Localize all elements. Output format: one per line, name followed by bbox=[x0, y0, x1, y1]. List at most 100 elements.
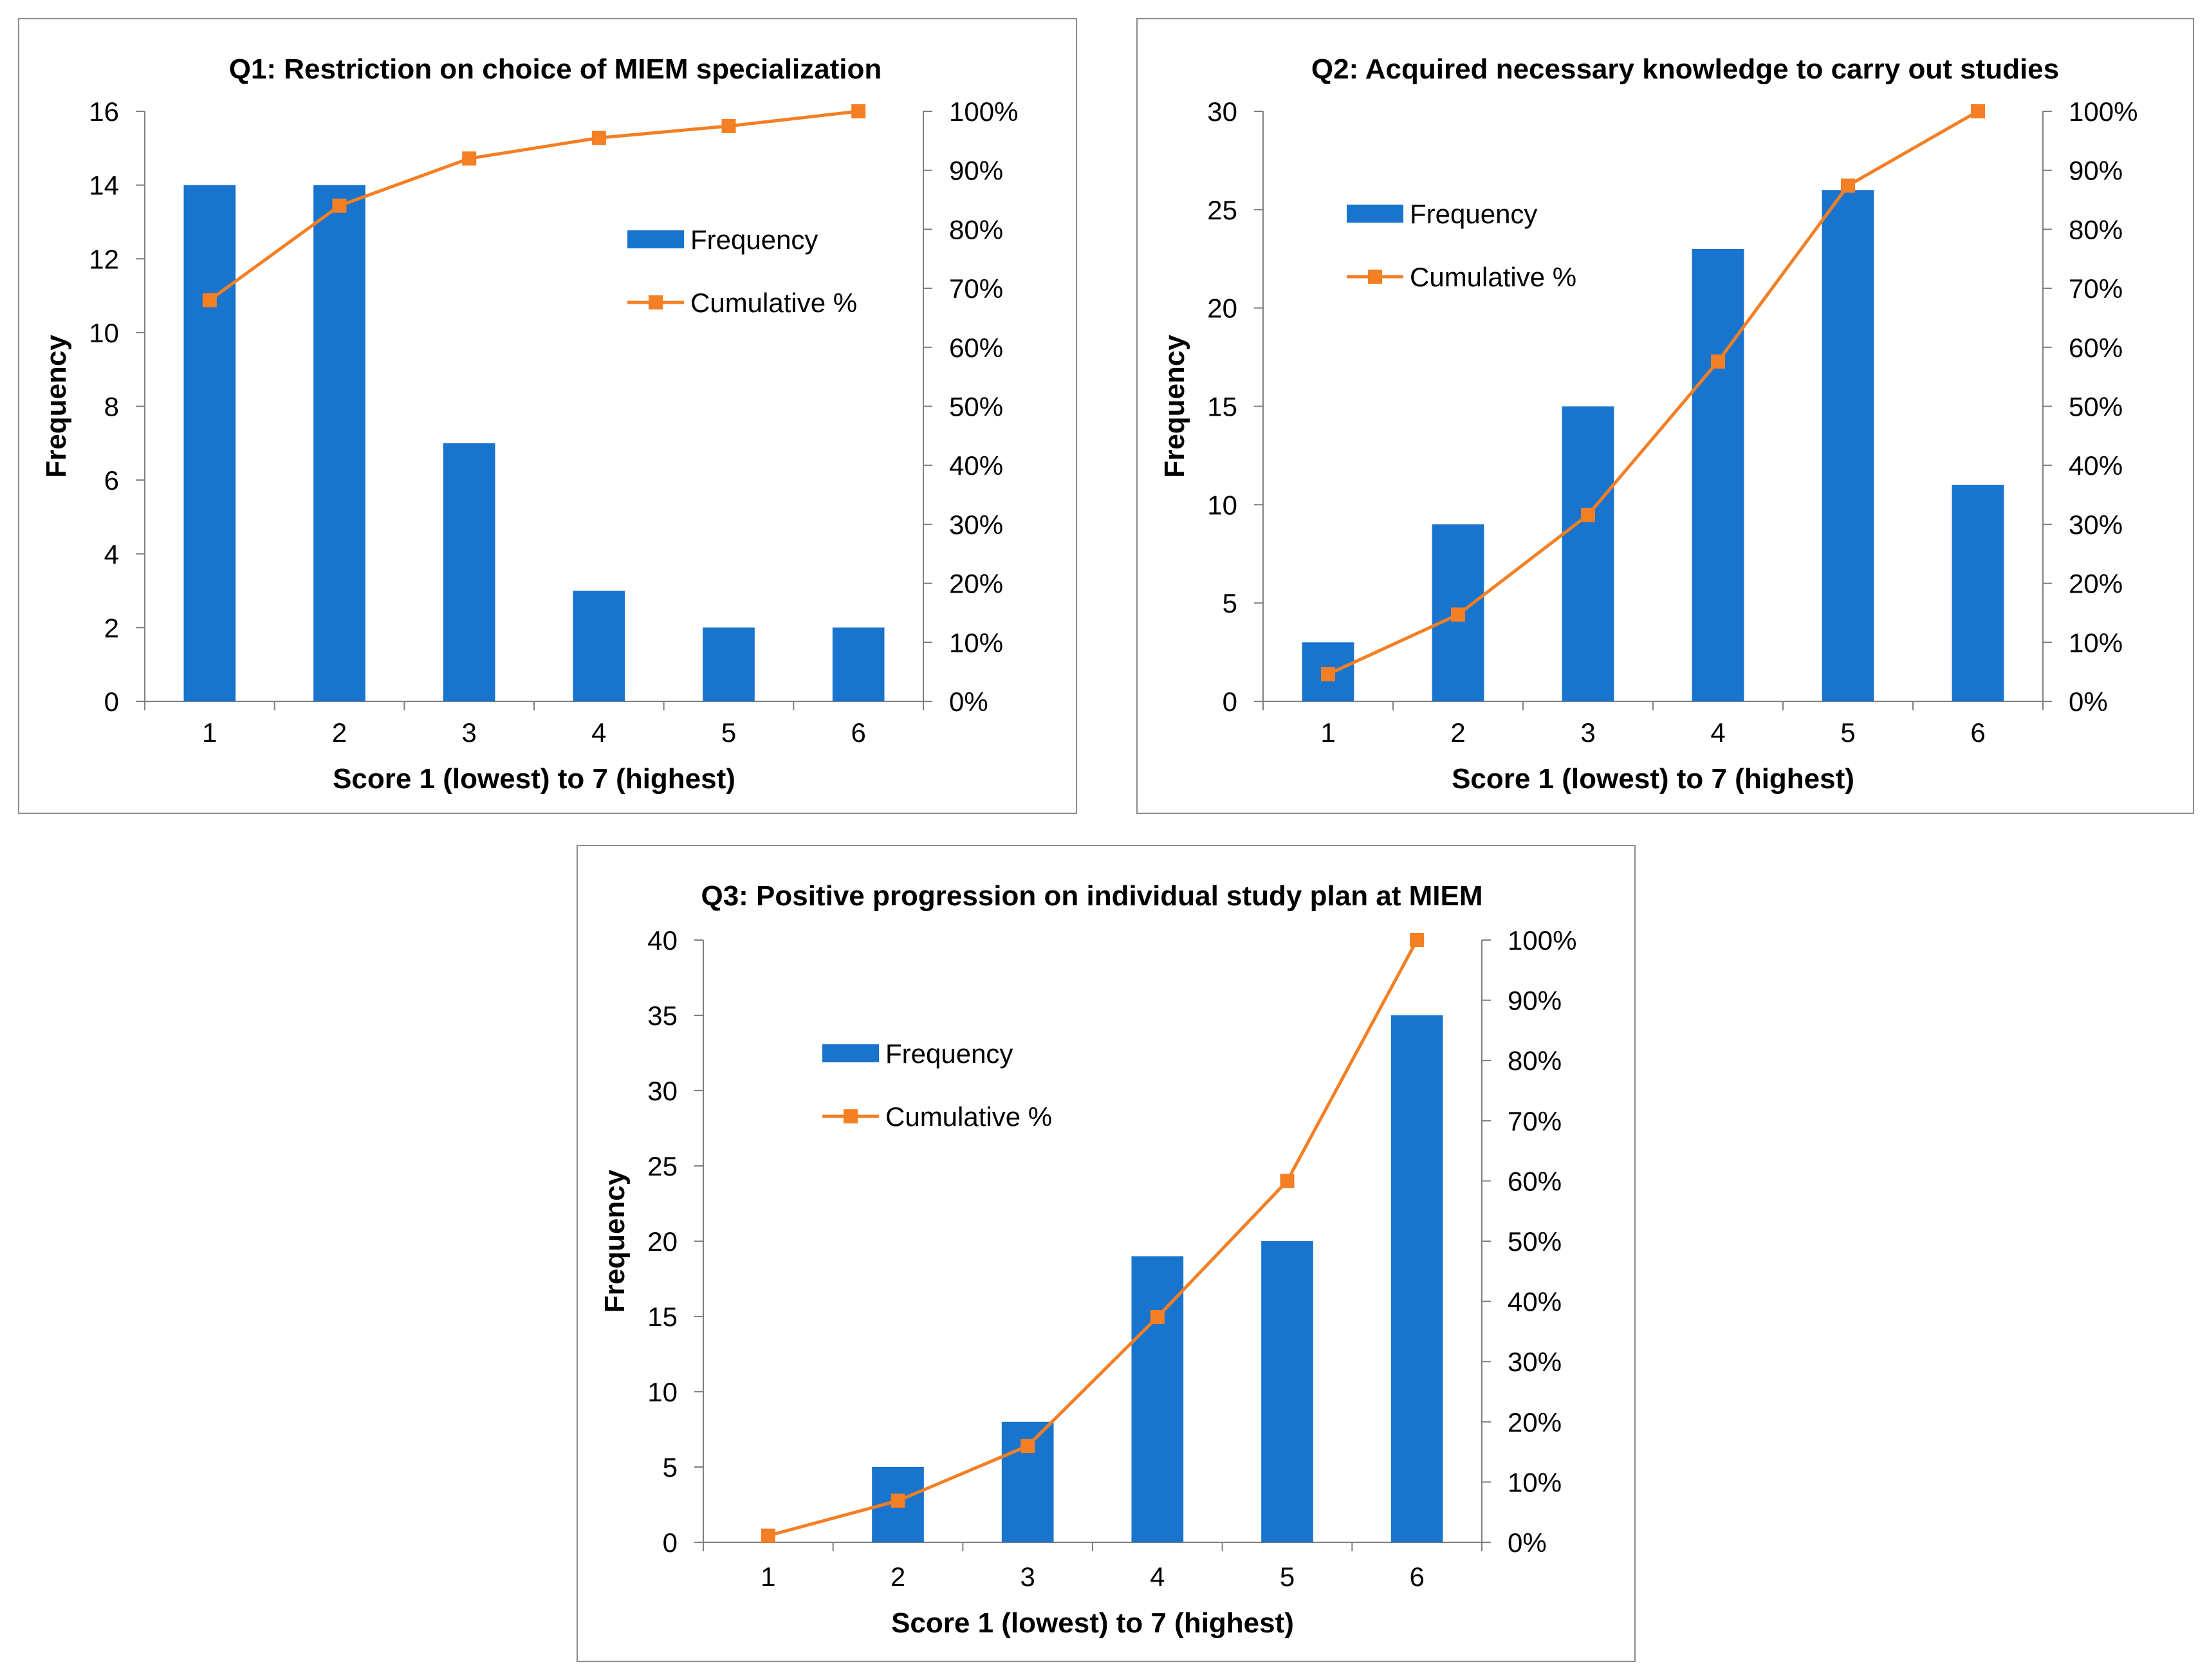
y2-tick-label: 30% bbox=[949, 510, 1003, 540]
y-tick-label: 6 bbox=[104, 465, 119, 495]
y-tick-label: 10 bbox=[89, 318, 119, 348]
x-tick-label: 3 bbox=[1580, 717, 1595, 748]
y2-tick-label: 90% bbox=[949, 156, 1003, 186]
cumulative-point bbox=[721, 118, 736, 133]
x-tick-label: 1 bbox=[1320, 717, 1335, 748]
legend-cumulative-marker bbox=[649, 295, 663, 309]
chart-q3: Q3: Positive progression on individual s… bbox=[599, 880, 1576, 1639]
y2-tick-label: 40% bbox=[1508, 1287, 1562, 1317]
bar bbox=[313, 185, 365, 701]
legend-frequency-label: Frequency bbox=[690, 225, 818, 255]
chart-panel-q2: Q2: Acquired necessary knowledge to carr… bbox=[1136, 18, 2194, 814]
chart-panel-q3: Q3: Positive progression on individual s… bbox=[577, 845, 1636, 1662]
y-tick-label: 12 bbox=[89, 244, 119, 274]
x-axis-title: Score 1 (lowest) to 7 (highest) bbox=[1452, 763, 1854, 795]
x-tick-label: 6 bbox=[1970, 717, 1985, 748]
legend-frequency-label: Frequency bbox=[1410, 199, 1537, 229]
y2-tick-label: 100% bbox=[2069, 97, 2138, 127]
y2-tick-label: 0% bbox=[2069, 687, 2108, 717]
legend-cumulative-label: Cumulative % bbox=[885, 1102, 1052, 1132]
x-tick-label: 5 bbox=[721, 717, 736, 748]
x-tick-label: 3 bbox=[1020, 1562, 1035, 1592]
y-tick-label: 16 bbox=[89, 97, 119, 127]
x-tick-label: 5 bbox=[1840, 717, 1855, 748]
y2-tick-label: 80% bbox=[1508, 1046, 1562, 1076]
x-tick-label: 1 bbox=[202, 717, 217, 748]
y-tick-label: 14 bbox=[89, 171, 119, 201]
cumulative-point bbox=[1451, 607, 1465, 622]
x-tick-label: 2 bbox=[891, 1562, 905, 1592]
cumulative-point bbox=[1280, 1174, 1295, 1188]
bar bbox=[443, 443, 495, 701]
cumulative-point bbox=[1321, 667, 1335, 681]
x-axis-title: Score 1 (lowest) to 7 (highest) bbox=[333, 763, 735, 795]
chart-2-content: Q2: Acquired necessary knowledge to carr… bbox=[1159, 53, 2138, 795]
y-tick-label: 40 bbox=[647, 925, 678, 955]
y-tick-label: 15 bbox=[1207, 392, 1237, 422]
bar bbox=[703, 627, 755, 701]
cumulative-point bbox=[202, 293, 217, 308]
cumulative-point bbox=[891, 1493, 905, 1508]
cumulative-point bbox=[851, 104, 866, 118]
y-tick-label: 0 bbox=[104, 687, 119, 717]
cumulative-point bbox=[591, 131, 606, 145]
y-tick-label: 5 bbox=[1223, 588, 1237, 618]
y-tick-label: 30 bbox=[647, 1076, 678, 1106]
x-tick-label: 4 bbox=[1150, 1562, 1165, 1592]
cumulative-point bbox=[1410, 933, 1425, 947]
chart-title: Q2: Acquired necessary knowledge to carr… bbox=[1311, 53, 2059, 85]
y2-tick-label: 50% bbox=[1508, 1226, 1562, 1257]
y2-tick-label: 80% bbox=[949, 214, 1003, 245]
y-tick-label: 10 bbox=[647, 1377, 678, 1407]
y2-tick-label: 100% bbox=[1508, 925, 1576, 955]
y2-tick-label: 0% bbox=[1508, 1528, 1547, 1558]
y2-tick-label: 90% bbox=[1508, 986, 1562, 1016]
cumulative-point bbox=[1711, 354, 1725, 369]
bar bbox=[573, 591, 625, 701]
cumulative-point bbox=[1581, 508, 1595, 522]
y-tick-label: 0 bbox=[663, 1528, 678, 1558]
chart-q1: Q1: Restriction on choice of MIEM specia… bbox=[41, 53, 1018, 795]
legend-cumulative-marker bbox=[844, 1109, 858, 1123]
chart-q2: Q2: Acquired necessary knowledge to carr… bbox=[1159, 53, 2138, 795]
y-tick-label: 20 bbox=[1207, 293, 1237, 324]
bar bbox=[183, 185, 236, 701]
y2-tick-label: 30% bbox=[1508, 1347, 1562, 1377]
legend: Frequency Cumulative % bbox=[1347, 199, 1576, 292]
y-tick-label: 25 bbox=[1207, 195, 1237, 225]
bar bbox=[1822, 190, 1874, 701]
legend: Frequency Cumulative % bbox=[627, 225, 857, 318]
legend-frequency-label: Frequency bbox=[885, 1038, 1013, 1069]
y2-tick-label: 100% bbox=[949, 97, 1018, 127]
y-tick-label: 8 bbox=[104, 392, 119, 422]
cumulative-point bbox=[1841, 178, 1855, 193]
x-tick-label: 2 bbox=[332, 717, 347, 748]
y2-tick-label: 70% bbox=[2069, 273, 2123, 304]
y2-tick-label: 20% bbox=[2069, 569, 2123, 599]
x-tick-label: 6 bbox=[1409, 1562, 1424, 1592]
x-tick-label: 6 bbox=[851, 717, 865, 748]
legend: Frequency Cumulative % bbox=[822, 1038, 1052, 1132]
chart-title: Q1: Restriction on choice of MIEM specia… bbox=[229, 53, 882, 85]
bar bbox=[1562, 406, 1614, 701]
legend-cumulative-label: Cumulative % bbox=[1410, 262, 1576, 292]
cumulative-line bbox=[768, 939, 1419, 1538]
chart-panel-q1: Q1: Restriction on choice of MIEM specia… bbox=[18, 18, 1077, 814]
y2-tick-label: 40% bbox=[2069, 450, 2123, 481]
legend-frequency-swatch bbox=[627, 230, 684, 248]
y2-tick-label: 60% bbox=[949, 333, 1003, 363]
legend-frequency-swatch bbox=[822, 1044, 879, 1062]
y2-tick-label: 60% bbox=[2069, 333, 2123, 363]
x-tick-label: 4 bbox=[591, 717, 606, 748]
y2-tick-label: 20% bbox=[1508, 1407, 1562, 1437]
y-axis-title: Frequency bbox=[1159, 335, 1190, 478]
cumulative-line bbox=[1327, 109, 1979, 676]
x-tick-label: 4 bbox=[1710, 717, 1725, 748]
y2-tick-label: 70% bbox=[1508, 1106, 1562, 1136]
x-tick-label: 3 bbox=[461, 717, 476, 748]
chart-title: Q3: Positive progression on individual s… bbox=[701, 880, 1482, 912]
x-tick-label: 5 bbox=[1280, 1562, 1295, 1592]
cumulative-point bbox=[1150, 1309, 1165, 1324]
x-tick-label: 1 bbox=[761, 1562, 775, 1592]
y2-tick-label: 10% bbox=[2069, 627, 2123, 658]
